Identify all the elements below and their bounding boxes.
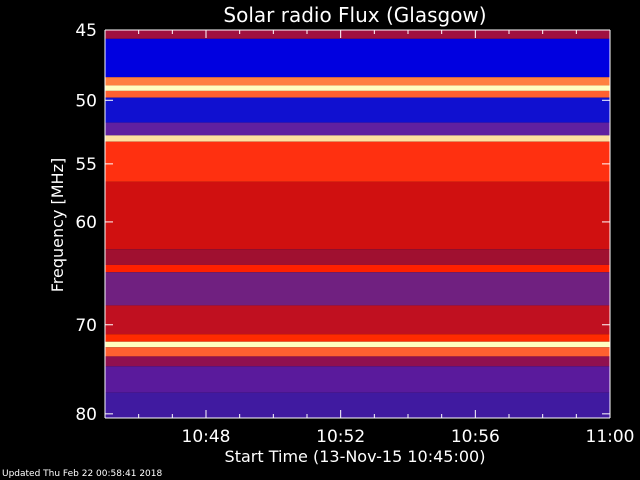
x-tick-label: 10:48 xyxy=(182,427,231,447)
frequency-band xyxy=(105,38,610,78)
x-tick-label: 10:56 xyxy=(451,427,500,447)
frequency-bands xyxy=(105,30,610,418)
frequency-band xyxy=(105,272,610,306)
frequency-band xyxy=(105,77,610,86)
frequency-band xyxy=(105,264,610,273)
frequency-band xyxy=(105,97,610,123)
frequency-band xyxy=(105,181,610,250)
updated-timestamp: Updated Thu Feb 22 00:58:41 2018 xyxy=(2,469,163,479)
frequency-band xyxy=(105,135,610,142)
frequency-band xyxy=(105,249,610,265)
x-tick-label: 10:52 xyxy=(316,427,365,447)
chart-title: Solar radio Flux (Glasgow) xyxy=(223,3,486,27)
y-tick-label: 45 xyxy=(75,21,97,41)
frequency-band xyxy=(105,392,610,418)
y-axis-label: Frequency [MHz] xyxy=(48,158,67,292)
frequency-band xyxy=(105,334,610,342)
frequency-band xyxy=(105,347,610,357)
x-tick-label: 11:00 xyxy=(586,427,635,447)
x-axis-label: Start Time (13-Nov-15 10:45:00) xyxy=(225,447,486,466)
frequency-band xyxy=(105,122,610,136)
y-tick-label: 55 xyxy=(75,155,97,175)
frequency-band xyxy=(105,141,610,182)
y-tick-label: 60 xyxy=(75,213,97,233)
y-tick-label: 50 xyxy=(75,91,97,111)
frequency-band xyxy=(105,85,610,91)
frequency-band xyxy=(105,366,610,393)
frequency-band xyxy=(105,341,610,348)
frequency-band xyxy=(105,90,610,98)
frequency-band xyxy=(105,30,610,39)
y-tick-label: 80 xyxy=(75,405,97,425)
y-tick-label: 70 xyxy=(75,316,97,336)
axes: 45 50 55 60 70 80 10:48 10:52 10:56 11:00 xyxy=(75,21,634,447)
frequency-band xyxy=(105,305,610,335)
frequency-band xyxy=(105,356,610,367)
